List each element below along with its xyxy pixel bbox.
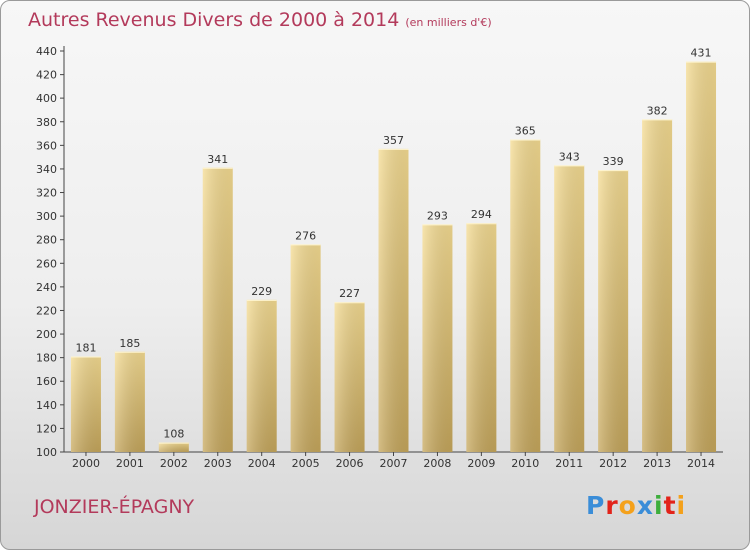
bar-shade <box>642 119 673 452</box>
logo-letter: t <box>663 491 677 520</box>
x-tick-label: 2007 <box>380 457 408 470</box>
x-tick-label: 2006 <box>336 457 364 470</box>
logo-letter: r <box>605 491 619 520</box>
bar-shade <box>158 442 189 452</box>
y-tick-label: 220 <box>36 304 57 317</box>
y-tick-label: 320 <box>36 187 57 200</box>
x-tick-label: 2002 <box>160 457 188 470</box>
y-tick-label: 260 <box>36 257 57 270</box>
bar-shade <box>510 139 541 453</box>
y-tick-label: 340 <box>36 163 57 176</box>
proxiti-logo: Proxiti <box>586 491 686 520</box>
x-tick-label: 2012 <box>599 457 627 470</box>
y-tick-label: 160 <box>36 375 57 388</box>
x-tick-label: 2000 <box>72 457 100 470</box>
bar-shade <box>70 356 101 452</box>
logo-letter: x <box>636 491 654 520</box>
bar-shade <box>334 302 365 452</box>
value-label: 185 <box>119 337 140 350</box>
y-tick-label: 180 <box>36 352 57 365</box>
bar-shade <box>466 223 497 452</box>
x-tick-label: 2014 <box>687 457 715 470</box>
y-tick-label: 300 <box>36 210 57 223</box>
y-tick-label: 440 <box>36 45 57 58</box>
y-tick-label: 280 <box>36 234 57 247</box>
value-label: 294 <box>471 208 492 221</box>
y-tick-label: 400 <box>36 92 57 105</box>
y-tick-label: 200 <box>36 328 57 341</box>
value-label: 341 <box>207 153 228 166</box>
logo-letter: i <box>676 491 687 520</box>
bar-shade <box>202 167 233 452</box>
value-label: 276 <box>295 229 316 242</box>
bar-shade <box>378 148 409 452</box>
logo-letter: P <box>586 491 606 520</box>
value-label: 343 <box>559 150 580 163</box>
value-label: 382 <box>647 104 668 117</box>
chart-title-main: Autres Revenus Divers de 2000 à 2014 <box>28 9 400 31</box>
x-tick-label: 2003 <box>204 457 232 470</box>
bar-shade <box>598 170 629 452</box>
value-label: 293 <box>427 209 448 222</box>
value-label: 365 <box>515 124 536 137</box>
y-tick-label: 100 <box>36 446 57 459</box>
value-label: 357 <box>383 134 404 147</box>
value-label: 108 <box>163 428 184 441</box>
value-label: 227 <box>339 287 360 300</box>
bar-shade <box>422 224 453 452</box>
x-tick-label: 2001 <box>116 457 144 470</box>
x-tick-label: 2008 <box>423 457 451 470</box>
x-tick-label: 2011 <box>555 457 583 470</box>
bar-shade <box>114 351 145 452</box>
chart-title: Autres Revenus Divers de 2000 à 2014 (en … <box>28 9 492 31</box>
chart-title-unit: (en milliers d'€) <box>405 16 492 29</box>
x-tick-label: 2013 <box>643 457 671 470</box>
y-tick-label: 420 <box>36 69 57 82</box>
y-tick-label: 140 <box>36 399 57 412</box>
x-tick-label: 2004 <box>248 457 276 470</box>
y-tick-label: 360 <box>36 139 57 152</box>
x-tick-label: 2005 <box>292 457 320 470</box>
bars-group <box>70 61 717 453</box>
logo-letter: i <box>654 491 664 520</box>
value-label: 431 <box>691 47 712 60</box>
x-tick-label: 2010 <box>511 457 539 470</box>
logo-letter: o <box>618 491 637 520</box>
bar-shade <box>246 299 277 452</box>
y-tick-label: 240 <box>36 281 57 294</box>
value-label: 339 <box>603 155 624 168</box>
bar-shade <box>554 165 585 452</box>
bar-shade <box>686 61 717 452</box>
y-tick-label: 120 <box>36 422 57 435</box>
x-tick-label: 2009 <box>467 457 495 470</box>
value-label: 181 <box>75 341 96 354</box>
bar-shade <box>290 244 321 452</box>
value-labels-group: 181 185 108 341 229 276 227 357 293 294 365 343 339 3… <box>75 47 711 441</box>
y-tick-label: 380 <box>36 116 57 129</box>
place-name: JONZIER-ÉPAGNY <box>34 496 195 518</box>
value-label: 229 <box>251 285 272 298</box>
